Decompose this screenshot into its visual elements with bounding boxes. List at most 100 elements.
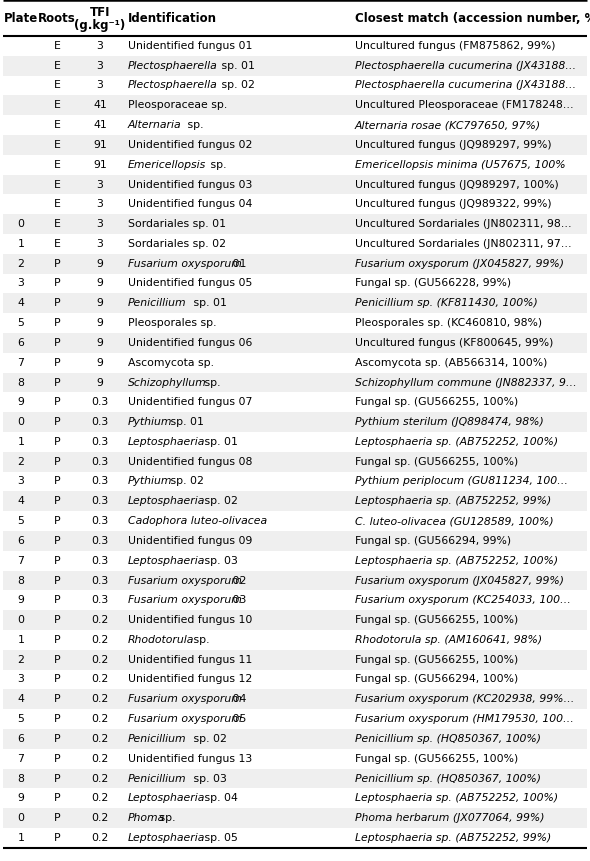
Text: Pleosporales sp.: Pleosporales sp. [128, 318, 217, 328]
Text: Fungal sp. (GU566255, 100%): Fungal sp. (GU566255, 100%) [355, 397, 518, 407]
Text: 41: 41 [93, 120, 107, 130]
Text: 3: 3 [97, 238, 103, 249]
Text: sp.: sp. [207, 159, 227, 170]
Bar [3, 571, 587, 591]
Text: Pythium periplocum (GU811234, 100…: Pythium periplocum (GU811234, 100… [355, 476, 568, 486]
Text: sp. 02: sp. 02 [168, 476, 204, 486]
Text: 9: 9 [97, 278, 103, 288]
Bar [3, 650, 587, 670]
Text: P: P [54, 536, 60, 546]
Text: Unidentified fungus 08: Unidentified fungus 08 [128, 456, 253, 467]
Text: P: P [54, 516, 60, 526]
Text: P: P [54, 753, 60, 764]
Text: 5: 5 [18, 318, 24, 328]
Text: 3: 3 [97, 60, 103, 71]
Text: 04: 04 [230, 694, 247, 704]
Text: Uncultured fungus (JQ989322, 99%): Uncultured fungus (JQ989322, 99%) [355, 199, 552, 209]
Text: 0.3: 0.3 [91, 496, 109, 506]
Text: 6: 6 [18, 734, 24, 744]
Text: P: P [54, 734, 60, 744]
Text: 8: 8 [18, 377, 24, 387]
Text: P: P [54, 456, 60, 467]
Text: 6: 6 [18, 338, 24, 348]
Text: Fusarium oxysporum: Fusarium oxysporum [128, 694, 242, 704]
Text: Plectosphaerella cucumerina (JX43188…: Plectosphaerella cucumerina (JX43188… [355, 80, 576, 90]
Text: Penicillium: Penicillium [128, 773, 186, 784]
Text: Leptosphaeria: Leptosphaeria [128, 496, 205, 506]
Text: Uncultured fungus (JQ989297, 99%): Uncultured fungus (JQ989297, 99%) [355, 139, 552, 150]
Text: P: P [54, 714, 60, 724]
Text: Leptosphaeria: Leptosphaeria [128, 437, 205, 447]
Text: 3: 3 [97, 179, 103, 189]
Text: 7: 7 [18, 357, 24, 368]
Bar [3, 769, 587, 789]
Text: E: E [54, 100, 60, 110]
Text: Fungal sp. (GU566294, 100%): Fungal sp. (GU566294, 100%) [355, 674, 518, 684]
Text: 0.2: 0.2 [91, 635, 109, 645]
Bar [3, 610, 587, 630]
Text: 3: 3 [18, 476, 24, 486]
Text: 9: 9 [18, 793, 24, 803]
Text: 9: 9 [97, 318, 103, 328]
Text: sp. 03: sp. 03 [190, 773, 227, 784]
Text: P: P [54, 417, 60, 427]
Text: Pythium: Pythium [128, 476, 172, 486]
Text: 0.3: 0.3 [91, 575, 109, 585]
Text: sp. 04: sp. 04 [201, 793, 238, 803]
Text: Penicillium: Penicillium [128, 298, 186, 308]
Text: E: E [54, 120, 60, 130]
Text: Leptosphaeria sp. (AB752252, 100%): Leptosphaeria sp. (AB752252, 100%) [355, 437, 558, 447]
Bar [3, 135, 587, 155]
Text: P: P [54, 674, 60, 684]
Text: Pleosporales sp. (KC460810, 98%): Pleosporales sp. (KC460810, 98%) [355, 318, 542, 328]
Text: 1: 1 [18, 635, 24, 645]
Text: Fusarium oxysporum: Fusarium oxysporum [128, 595, 242, 605]
Text: 01: 01 [230, 258, 247, 269]
Text: Penicillium: Penicillium [128, 734, 186, 744]
Text: 9: 9 [18, 595, 24, 605]
Text: Plate: Plate [4, 11, 38, 24]
Text: Unidentified fungus 11: Unidentified fungus 11 [128, 654, 253, 665]
Text: 4: 4 [18, 694, 24, 704]
Text: P: P [54, 694, 60, 704]
Text: sp. 01: sp. 01 [168, 417, 204, 427]
Text: Penicillium sp. (HQ850367, 100%): Penicillium sp. (HQ850367, 100%) [355, 773, 541, 784]
Text: Sordariales sp. 02: Sordariales sp. 02 [128, 238, 226, 249]
Text: P: P [54, 357, 60, 368]
Text: Unidentified fungus 12: Unidentified fungus 12 [128, 674, 253, 684]
Text: P: P [54, 318, 60, 328]
Text: Leptosphaeria sp. (AB752252, 100%): Leptosphaeria sp. (AB752252, 100%) [355, 793, 558, 803]
Text: 0.3: 0.3 [91, 595, 109, 605]
Text: Penicillium sp. (KF811430, 100%): Penicillium sp. (KF811430, 100%) [355, 298, 537, 308]
Text: Leptosphaeria: Leptosphaeria [128, 793, 205, 803]
Bar [3, 333, 587, 353]
Text: P: P [54, 338, 60, 348]
Text: Fusarium oxysporum: Fusarium oxysporum [128, 258, 242, 269]
Text: E: E [54, 60, 60, 71]
Text: sp. 01: sp. 01 [190, 298, 227, 308]
Text: 03: 03 [230, 595, 247, 605]
Text: 3: 3 [97, 80, 103, 90]
Text: 0.3: 0.3 [91, 476, 109, 486]
Text: Leptosphaeria sp. (AB752252, 99%): Leptosphaeria sp. (AB752252, 99%) [355, 833, 551, 843]
Text: Unidentified fungus 02: Unidentified fungus 02 [128, 139, 253, 150]
Text: P: P [54, 654, 60, 665]
Text: Closest match (accession number, %): Closest match (accession number, %) [355, 11, 590, 24]
Text: 0.3: 0.3 [91, 397, 109, 407]
Text: 0.2: 0.2 [91, 654, 109, 665]
Text: P: P [54, 476, 60, 486]
Text: Unidentified fungus 06: Unidentified fungus 06 [128, 338, 253, 348]
Text: 0.2: 0.2 [91, 734, 109, 744]
Text: sp. 03: sp. 03 [201, 555, 238, 566]
Text: P: P [54, 615, 60, 625]
Text: Uncultured fungus (FM875862, 99%): Uncultured fungus (FM875862, 99%) [355, 41, 556, 51]
Text: 0.3: 0.3 [91, 417, 109, 427]
Text: P: P [54, 377, 60, 387]
Bar [3, 452, 587, 472]
Text: Fungal sp. (GU566228, 99%): Fungal sp. (GU566228, 99%) [355, 278, 511, 288]
Text: 7: 7 [18, 555, 24, 566]
Bar [3, 294, 587, 313]
Text: Pythium: Pythium [128, 417, 172, 427]
Text: Uncultured Sordariales (JN802311, 97…: Uncultured Sordariales (JN802311, 97… [355, 238, 572, 249]
Bar [3, 690, 587, 709]
